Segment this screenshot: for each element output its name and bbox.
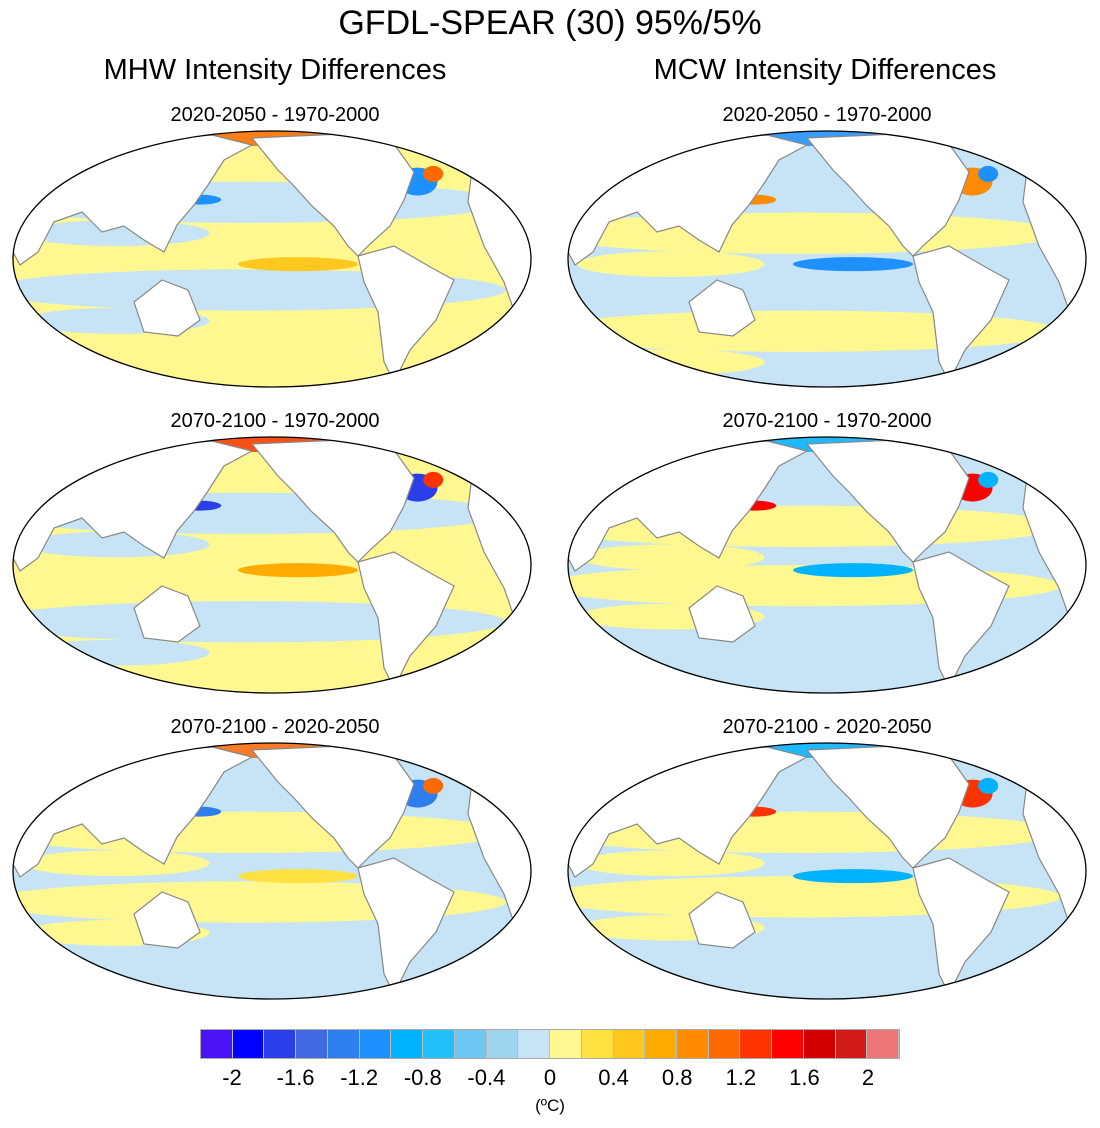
world-map-panel — [12, 130, 532, 388]
gulf-stream-anomaly — [423, 165, 444, 182]
colorbar-box — [867, 1030, 900, 1058]
panel-title: 2070-2100 - 1970-2000 — [722, 410, 932, 432]
world-map-panel — [567, 436, 1087, 694]
colorbar-box — [264, 1030, 297, 1058]
map-border — [567, 130, 1087, 388]
land — [964, 745, 1014, 767]
land — [964, 439, 1014, 461]
column-title-mhw: MHW Intensity Differences — [103, 54, 447, 86]
colorbar-tick-label: 0.8 — [661, 1065, 693, 1090]
panel-title: 2070-2100 - 1970-2000 — [170, 410, 380, 432]
equatorial-anomaly — [793, 563, 913, 578]
panel-title: 2020-2050 - 1970-2000 — [170, 104, 380, 126]
map-border — [12, 436, 532, 694]
gulf-stream-anomaly — [978, 471, 999, 488]
world-map-panel — [567, 130, 1087, 388]
colorbar-unit: (ºC) — [535, 1096, 565, 1115]
land — [250, 439, 415, 563]
anomaly-band — [568, 310, 1061, 352]
land — [409, 439, 459, 461]
land — [688, 585, 756, 643]
land — [805, 745, 970, 869]
colorbar-box — [677, 1030, 709, 1058]
colorbar-box — [772, 1030, 804, 1058]
land — [409, 745, 459, 767]
colorbar-box — [454, 1030, 487, 1058]
land — [133, 585, 201, 643]
map-border — [12, 130, 532, 388]
colorbar-box — [232, 1030, 265, 1058]
equatorial-anomaly — [238, 563, 358, 578]
gulf-stream-anomaly — [423, 777, 444, 794]
map-border — [567, 742, 1087, 1000]
equatorial-anomaly — [793, 869, 913, 884]
land — [688, 279, 756, 337]
land — [964, 133, 1014, 155]
colorbar-tick-label: -1.6 — [276, 1065, 315, 1090]
land — [250, 133, 415, 257]
colorbar-tick-label: -0.4 — [467, 1065, 506, 1090]
land — [133, 891, 201, 949]
colorbar-box — [391, 1030, 424, 1058]
equatorial-anomaly — [238, 257, 358, 272]
world-map-panel — [567, 742, 1087, 1000]
gulf-stream-anomaly — [978, 777, 999, 794]
colorbar-tick-label: 0 — [543, 1065, 557, 1090]
land — [912, 245, 1010, 384]
land — [688, 891, 756, 949]
colorbar-box — [708, 1030, 741, 1058]
gulf-stream-anomaly — [423, 471, 444, 488]
map-border — [567, 436, 1087, 694]
colorbar-tick-label: 1.2 — [725, 1065, 757, 1090]
colorbar-box — [423, 1030, 455, 1058]
colorbar-box — [327, 1030, 360, 1058]
anomaly-band — [22, 639, 210, 666]
land — [357, 551, 455, 690]
colorbar-box — [803, 1030, 836, 1058]
column-title-mcw: MCW Intensity Differences — [653, 54, 997, 86]
land — [133, 279, 201, 337]
anomaly-band — [577, 349, 765, 376]
land — [912, 551, 1010, 690]
colorbar-box — [740, 1030, 773, 1058]
equatorial-anomaly — [793, 257, 913, 272]
anomaly-band — [577, 251, 765, 278]
anomaly-band — [577, 850, 765, 877]
land — [805, 133, 970, 257]
colorbar-box — [296, 1030, 328, 1058]
anomaly-band — [22, 850, 210, 877]
colorbar-box — [835, 1030, 868, 1058]
colorbar-box — [645, 1030, 678, 1058]
land — [357, 245, 455, 384]
gulf-stream-anomaly — [978, 165, 999, 182]
land — [805, 439, 970, 563]
colorbar-tick-label: 1.6 — [789, 1065, 820, 1090]
figure-title: GFDL-SPEAR (30) 95%/5% — [338, 4, 762, 42]
colorbar-box — [201, 1030, 233, 1058]
colorbar-tick-label: -2 — [222, 1065, 242, 1090]
colorbar-box — [581, 1030, 614, 1058]
panel-title: 2020-2050 - 1970-2000 — [722, 104, 932, 126]
map-border — [12, 742, 532, 1000]
colorbar-tick-label: -1.2 — [340, 1065, 379, 1090]
panel-title: 2070-2100 - 2020-2050 — [170, 716, 380, 738]
land — [409, 133, 459, 155]
colorbar-box — [518, 1030, 551, 1058]
land — [912, 857, 1010, 996]
panel-title: 2070-2100 - 2020-2050 — [722, 716, 932, 738]
land — [357, 857, 455, 996]
colorbar-tick-label: 0.4 — [598, 1065, 629, 1090]
world-map-panel — [12, 436, 532, 694]
colorbar — [200, 1029, 900, 1059]
colorbar-tick-label: 2 — [861, 1065, 875, 1090]
colorbar-box — [550, 1030, 582, 1058]
land — [250, 745, 415, 869]
colorbar-box — [486, 1030, 519, 1058]
world-map-panel — [12, 742, 532, 1000]
equatorial-anomaly — [238, 869, 358, 884]
colorbar-box — [359, 1030, 392, 1058]
colorbar-box — [613, 1030, 646, 1058]
colorbar-tick-label: -0.8 — [403, 1065, 442, 1090]
